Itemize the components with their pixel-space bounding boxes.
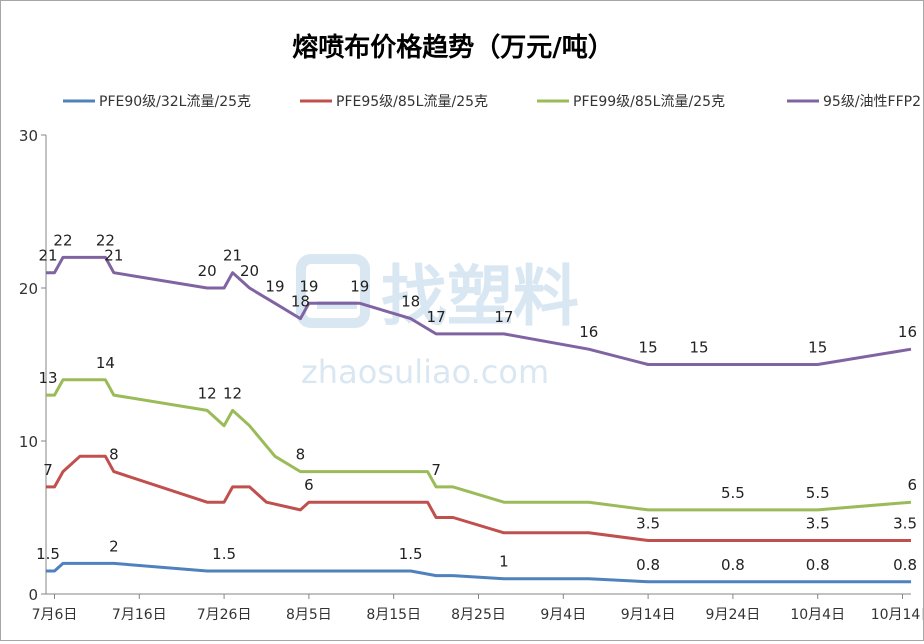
x-tick-label: 10月14日 — [871, 607, 923, 623]
data-label: 19 — [265, 277, 284, 295]
y-tick-label: 10 — [19, 433, 38, 451]
data-label: 17 — [494, 308, 513, 326]
series-line-2 — [46, 456, 911, 540]
data-label: 1.5 — [36, 545, 60, 563]
data-label: 5.5 — [806, 484, 830, 502]
data-label: 20 — [198, 262, 217, 280]
data-label: 6 — [907, 476, 917, 494]
x-tick-label: 9月4日 — [540, 607, 586, 623]
data-label: 3.5 — [893, 514, 917, 532]
x-tick-label: 8月5日 — [286, 607, 332, 623]
legend-label: PFE95级/85L流量/25克 — [336, 94, 488, 110]
data-label: 21 — [104, 247, 123, 265]
data-label: 17 — [427, 308, 446, 326]
x-axis-ticks: 7月6日 7月16日 7月26日 8月5日 8月15日 8月25日 9月4日 9月14日 9月2… — [32, 594, 923, 623]
data-label: 16 — [898, 323, 917, 341]
data-label: 15 — [808, 339, 827, 357]
legend: PFE90级/32L流量/25克 PFE95级/85L流量/25克 PFE99级/8… — [63, 94, 921, 110]
data-label: 0.8 — [636, 556, 660, 574]
series-line-1 — [46, 563, 911, 581]
x-tick-label: 7月6日 — [32, 607, 78, 623]
data-label: 3.5 — [636, 514, 660, 532]
y-tick-label: 30 — [19, 127, 38, 145]
data-label: 0.8 — [806, 556, 830, 574]
data-label: 20 — [240, 262, 259, 280]
x-tick-label: 9月24日 — [706, 607, 761, 623]
x-tick-label: 8月15日 — [366, 607, 421, 623]
y-axis-ticks: 0 10 20 30 — [19, 127, 46, 604]
data-label: 16 — [579, 323, 598, 341]
y-tick-label: 20 — [19, 280, 38, 298]
data-label: 0.8 — [893, 556, 917, 574]
data-label: 1 — [499, 553, 509, 571]
watermark-url: zhaosuliao.com — [301, 353, 549, 391]
data-label: 7 — [431, 461, 441, 479]
legend-label: PFE99级/85L流量/25克 — [573, 94, 725, 110]
data-label: 19 — [350, 277, 369, 295]
data-label: 7 — [43, 461, 53, 479]
data-label: 1.5 — [399, 545, 423, 563]
data-label: 14 — [96, 354, 115, 372]
x-tick-label: 7月26日 — [197, 607, 252, 623]
x-tick-label: 8月25日 — [451, 607, 506, 623]
data-label: 15 — [639, 339, 658, 357]
x-tick-label: 7月16日 — [112, 607, 167, 623]
data-label: 18 — [401, 293, 420, 311]
legend-label: PFE90级/32L流量/25克 — [99, 94, 251, 110]
x-tick-label: 10月4日 — [790, 607, 845, 623]
data-label: 0.8 — [721, 556, 745, 574]
data-label: 5.5 — [721, 484, 745, 502]
data-label: 1.5 — [212, 545, 236, 563]
data-label: 22 — [53, 231, 72, 249]
data-label: 2 — [109, 537, 119, 555]
data-label: 19 — [299, 277, 318, 295]
x-tick-label: 9月14日 — [621, 607, 676, 623]
data-label: 12 — [223, 384, 242, 402]
data-label: 12 — [198, 384, 217, 402]
y-tick-label: 0 — [28, 586, 38, 604]
data-label: 13 — [38, 369, 57, 387]
data-label: 8 — [109, 446, 119, 464]
data-label: 8 — [296, 446, 306, 464]
data-label: 15 — [689, 339, 708, 357]
legend-label: 95级/油性FFP2 — [823, 94, 921, 110]
data-label: 6 — [304, 476, 314, 494]
chart-title: 熔喷布价格趋势（万元/吨） — [292, 32, 614, 63]
data-label: 3.5 — [806, 514, 830, 532]
